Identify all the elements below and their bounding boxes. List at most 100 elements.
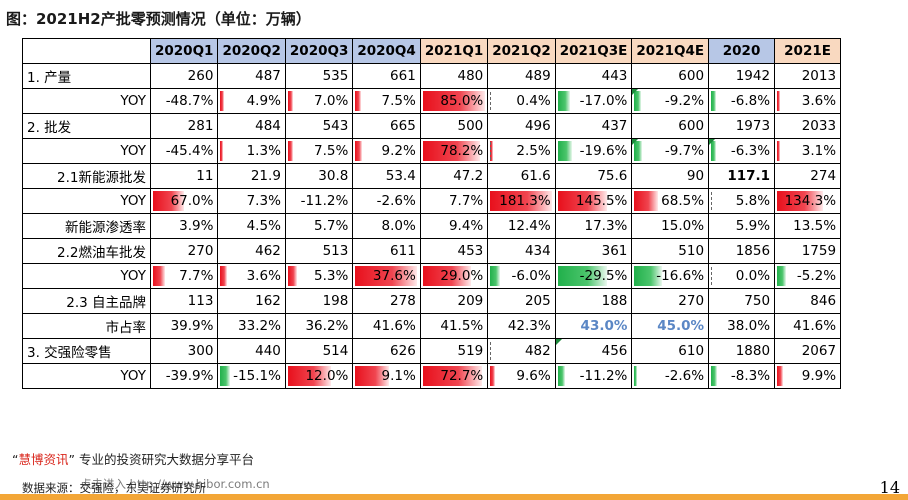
table-cell: 5.9% bbox=[708, 213, 776, 239]
cell-value: 600 bbox=[678, 118, 705, 134]
page-title: 图：2021H2产批零预测情况（单位：万辆） bbox=[6, 10, 311, 28]
table-row: YOY 7.7% 3.6% 5.3% 37.6% 29.0% -6.0% -29.5% -16.… bbox=[22, 263, 842, 289]
cell-value: 611 bbox=[390, 243, 416, 259]
cell-value: 72.7% bbox=[440, 368, 484, 384]
data-bar-positive bbox=[355, 141, 363, 161]
cell-value: 43.0% bbox=[580, 318, 628, 334]
cell-value: 85.0% bbox=[440, 93, 484, 109]
cell-value: 134.3% bbox=[784, 193, 837, 209]
data-bar-negative bbox=[557, 91, 571, 111]
column-header: 2021E bbox=[774, 38, 842, 64]
cell-value: 7.7% bbox=[448, 193, 484, 209]
cell-value: 9.6% bbox=[516, 368, 551, 384]
table-cell: 4.9% bbox=[217, 88, 286, 114]
cell-value: 42.3% bbox=[507, 318, 551, 334]
column-header: 2020Q1 bbox=[149, 38, 219, 64]
table-cell: -16.6% bbox=[631, 263, 710, 289]
table-cell: 440 bbox=[217, 338, 286, 364]
table-cell: 846 bbox=[774, 288, 842, 314]
cell-value: 7.0% bbox=[314, 93, 349, 109]
table-row: YOY 67.0% 7.3% -11.2% -2.6% 7.7% 181.3% 145.5% 6… bbox=[22, 188, 842, 214]
brand-tagline: ” 专业的投资研究大数据分享平台 bbox=[68, 452, 254, 467]
cell-comment-marker bbox=[709, 139, 716, 145]
cell-value: 4.9% bbox=[246, 93, 281, 109]
table-cell: 2013 bbox=[774, 63, 842, 89]
cell-value: 37.6% bbox=[372, 268, 416, 284]
cell-value: 514 bbox=[322, 343, 349, 359]
table-cell: 75.6 bbox=[554, 163, 633, 189]
table-cell: 1856 bbox=[708, 238, 776, 264]
cell-value: 9.4% bbox=[448, 218, 484, 234]
table-cell: 1973 bbox=[708, 113, 776, 139]
table-cell: -15.1% bbox=[217, 363, 286, 389]
cell-value: 278 bbox=[390, 293, 416, 309]
cell-value: 846 bbox=[810, 293, 837, 309]
cell-value: 38.0% bbox=[727, 318, 771, 334]
table-cell: 1.3% bbox=[217, 138, 286, 164]
cell-value: -6.0% bbox=[511, 268, 551, 284]
table-cell: 300 bbox=[149, 338, 219, 364]
table-cell: 496 bbox=[487, 113, 556, 139]
data-bar-positive bbox=[287, 91, 293, 111]
brand-name[interactable]: 慧博资讯 bbox=[18, 452, 69, 467]
cell-value: 12.0% bbox=[305, 368, 349, 384]
row-label: YOY bbox=[22, 138, 151, 164]
table-cell: -45.4% bbox=[149, 138, 219, 164]
zero-axis-line bbox=[490, 342, 492, 360]
table-cell: 33.2% bbox=[217, 313, 286, 339]
cell-value: 47.2 bbox=[453, 168, 484, 184]
cell-value: 53.4 bbox=[385, 168, 416, 184]
zero-axis-line bbox=[490, 142, 492, 160]
cell-value: -11.2% bbox=[579, 368, 628, 384]
table-cell: 7.0% bbox=[284, 88, 354, 114]
table-cell: 1759 bbox=[774, 238, 842, 264]
table-cell: 43.0% bbox=[554, 313, 633, 339]
data-bar-positive bbox=[355, 266, 418, 286]
cell-value: 513 bbox=[322, 243, 349, 259]
cell-value: 626 bbox=[390, 343, 416, 359]
table-cell: 41.5% bbox=[419, 313, 489, 339]
table-cell: 665 bbox=[352, 113, 421, 139]
table-cell: 535 bbox=[284, 63, 354, 89]
table-cell: 7.7% bbox=[419, 188, 489, 214]
column-header: 2021Q1 bbox=[419, 38, 489, 64]
table-cell: 1880 bbox=[708, 338, 776, 364]
table-cell: 9.4% bbox=[419, 213, 489, 239]
cell-value: 2067 bbox=[801, 343, 837, 359]
cell-value: -6.8% bbox=[730, 93, 771, 109]
table-cell: 487 bbox=[217, 63, 286, 89]
cell-value: 480 bbox=[457, 68, 484, 84]
cell-value: -6.3% bbox=[730, 143, 771, 159]
table-row: 1. 产量 260 487 535 661 480 489 443 600 1942 2013 bbox=[22, 63, 842, 89]
table-cell: 72.7% bbox=[419, 363, 489, 389]
column-header: 2020Q4 bbox=[352, 38, 421, 64]
table-cell: 45.0% bbox=[631, 313, 710, 339]
cell-value: -2.6% bbox=[664, 368, 705, 384]
data-bar-negative bbox=[777, 266, 786, 286]
table-cell: -11.2% bbox=[284, 188, 354, 214]
table-cell: 5.7% bbox=[284, 213, 354, 239]
data-bar-negative bbox=[711, 141, 716, 161]
table-cell: 4.5% bbox=[217, 213, 286, 239]
table-cell: 7.3% bbox=[217, 188, 286, 214]
data-bar-negative bbox=[220, 366, 230, 386]
table-row: YOY -48.7% 4.9% 7.0% 7.5% 85.0% 0.4% -17.0% -9.2… bbox=[22, 88, 842, 114]
table-cell: 2067 bbox=[774, 338, 842, 364]
cell-value: 3.1% bbox=[801, 143, 837, 159]
row-label: 1. 产量 bbox=[22, 63, 151, 89]
cell-value: 437 bbox=[601, 118, 628, 134]
watermark-link[interactable]: 点击进入 http://www.hibor.com.cn bbox=[80, 477, 270, 491]
cell-value: 2.5% bbox=[516, 143, 551, 159]
cell-value: 482 bbox=[524, 343, 551, 359]
table-cell: -39.9% bbox=[149, 363, 219, 389]
table-cell: -29.5% bbox=[554, 263, 633, 289]
cell-value: 90 bbox=[686, 168, 705, 184]
cell-value: -15.1% bbox=[233, 368, 281, 384]
cell-value: 5.9% bbox=[735, 218, 771, 234]
data-bar-positive bbox=[777, 191, 823, 211]
cell-value: 181.3% bbox=[499, 193, 551, 209]
cell-value: 665 bbox=[390, 118, 416, 134]
cell-value: 117.1 bbox=[727, 168, 771, 184]
cell-comment-marker bbox=[556, 339, 562, 345]
column-header: 2020 bbox=[708, 38, 776, 64]
